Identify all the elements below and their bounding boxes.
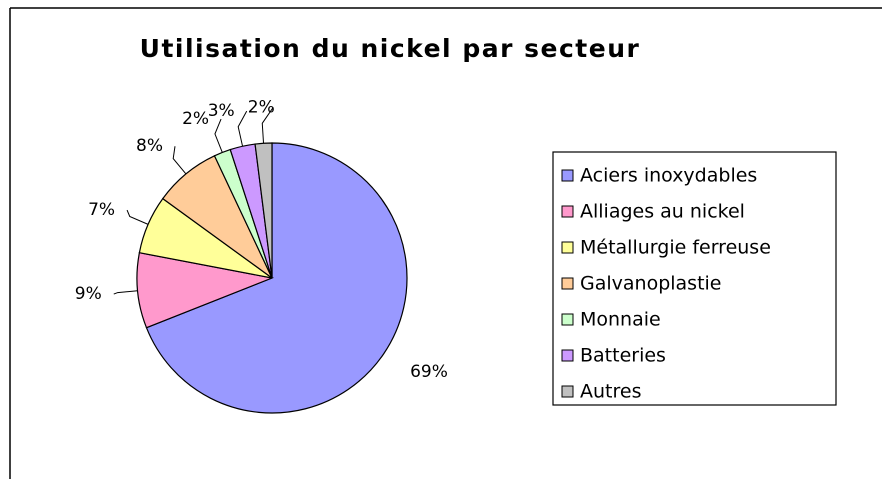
legend-swatch bbox=[561, 277, 574, 290]
pie-slice bbox=[145, 142, 408, 414]
data-label: 2% bbox=[182, 109, 209, 129]
data-label: 69% bbox=[410, 362, 448, 382]
legend-label: Galvanoplastie bbox=[580, 273, 722, 295]
pie-slice bbox=[254, 142, 273, 279]
legend-swatch bbox=[561, 385, 574, 398]
legend-label: Monnaie bbox=[580, 309, 661, 331]
data-label: 9% bbox=[75, 284, 102, 304]
chart-title: Utilisation du nickel par secteur bbox=[140, 34, 641, 63]
leader-line bbox=[237, 110, 248, 147]
legend-label: Alliages au nickel bbox=[580, 201, 745, 223]
leader-line bbox=[126, 209, 149, 225]
leader-line bbox=[261, 107, 274, 144]
legend-label: Autres bbox=[580, 381, 641, 403]
legend-label: Aciers inoxydables bbox=[580, 165, 757, 187]
leader-line bbox=[214, 118, 223, 153]
legend-swatch bbox=[561, 349, 574, 362]
leader-line bbox=[113, 290, 138, 295]
data-label: 2% bbox=[248, 97, 275, 117]
legend-label: Batteries bbox=[580, 345, 666, 367]
data-label: 3% bbox=[208, 101, 235, 121]
data-label: 7% bbox=[88, 200, 115, 220]
legend-swatch bbox=[561, 241, 574, 254]
data-label: 8% bbox=[136, 136, 163, 156]
legend-swatch bbox=[561, 205, 574, 218]
legend-box bbox=[552, 151, 837, 406]
leader-line bbox=[172, 146, 187, 175]
legend-swatch bbox=[561, 313, 574, 326]
legend-label: Métallurgie ferreuse bbox=[580, 237, 771, 259]
legend-swatch bbox=[561, 169, 574, 182]
